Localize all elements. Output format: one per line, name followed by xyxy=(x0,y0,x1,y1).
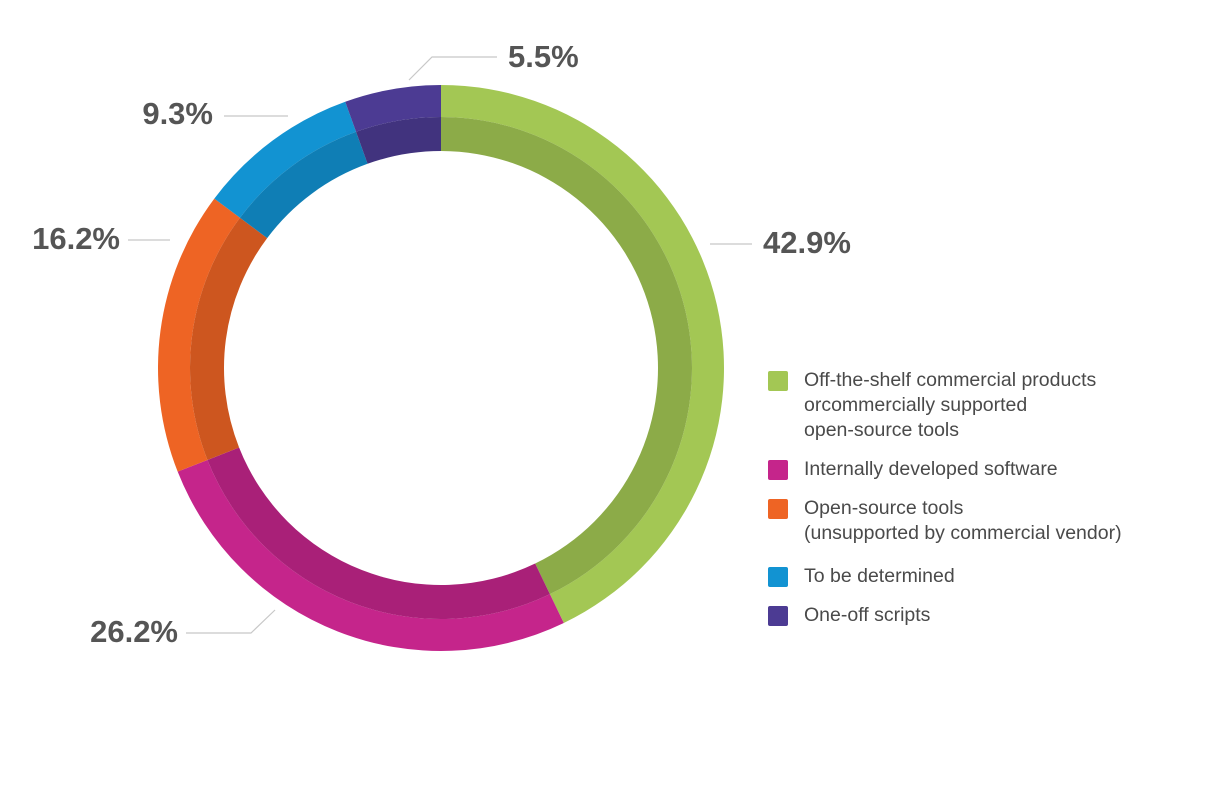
donut-slice-open-source-tools xyxy=(157,198,268,472)
legend-item-one-off-scripts: One-off scripts xyxy=(768,603,1208,628)
legend-label: To be determined xyxy=(804,565,955,587)
chart-legend: Off-the-shelf commercial products orcomm… xyxy=(768,368,1208,628)
legend-label: Open-source tools (unsupported by commer… xyxy=(804,497,1122,544)
data-label-one-off-scripts: 5.5% xyxy=(508,39,579,74)
legend-item-off-the-shelf-commercial-products: Off-the-shelf commercial products orcomm… xyxy=(768,368,1208,443)
legend-swatch xyxy=(768,371,788,391)
legend-item-internally-developed-software: Internally developed software xyxy=(768,457,1208,482)
legend-item-open-source-tools: Open-source tools (unsupported by commer… xyxy=(768,496,1208,546)
donut-slice-inner-open-source-tools xyxy=(189,217,268,460)
legend-label: Off-the-shelf commercial products orcomm… xyxy=(804,369,1097,441)
donut-slice-inner-off-the-shelf-commercial-products xyxy=(441,117,692,595)
donut-slice-off-the-shelf-commercial-products xyxy=(441,85,725,623)
legend-label: One-off scripts xyxy=(804,604,931,626)
data-label-open-source-tools: 16.2% xyxy=(32,221,120,256)
donut-slice-outer-open-source-tools xyxy=(157,198,240,472)
legend-swatch xyxy=(768,567,788,587)
donut-slice-outer-internally-developed-software xyxy=(177,459,564,651)
legend-swatch xyxy=(768,460,788,480)
legend-swatch xyxy=(768,499,788,519)
donut-slice-one-off-scripts xyxy=(345,85,441,164)
donut-slice-internally-developed-software xyxy=(177,447,564,651)
donut-slice-outer-to-be-determined xyxy=(214,101,357,218)
data-label-internally-developed-software: 26.2% xyxy=(90,614,178,649)
data-label-to-be-determined: 9.3% xyxy=(142,96,213,131)
legend-label: Internally developed software xyxy=(804,458,1058,480)
donut-slice-outer-one-off-scripts xyxy=(345,85,441,132)
donut-slice-inner-one-off-scripts xyxy=(356,117,441,164)
donut-slice-inner-internally-developed-software xyxy=(207,447,550,620)
legend-swatch xyxy=(768,606,788,626)
legend-item-to-be-determined: To be determined xyxy=(768,564,1208,589)
donut-slice-outer-off-the-shelf-commercial-products xyxy=(441,85,725,623)
leader-line-one-off-scripts xyxy=(408,56,497,81)
leader-line-internally-developed-software xyxy=(186,609,276,634)
data-label-off-the-shelf-commercial-products: 42.9% xyxy=(763,225,851,260)
donut-slice-inner-to-be-determined xyxy=(239,131,368,239)
donut-slice-to-be-determined xyxy=(214,101,368,239)
